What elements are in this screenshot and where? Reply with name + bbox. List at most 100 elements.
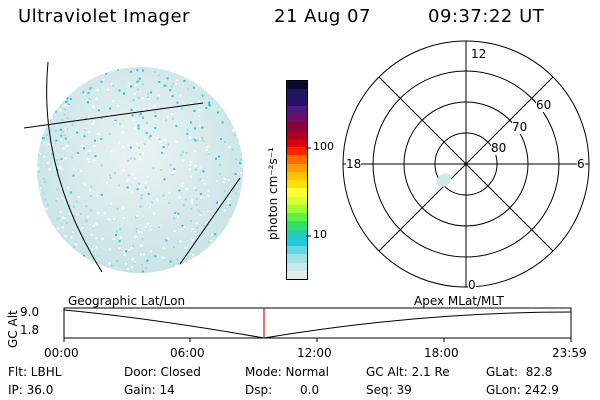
uv-speckle bbox=[183, 204, 186, 207]
uv-speckle bbox=[195, 197, 198, 200]
uv-speckle bbox=[119, 122, 121, 125]
uv-speckle bbox=[199, 167, 202, 170]
uv-speckle bbox=[154, 127, 157, 130]
uv-speckle bbox=[72, 215, 75, 217]
uv-speckle bbox=[109, 177, 112, 180]
uv-speckle bbox=[180, 228, 183, 231]
uv-speckle bbox=[114, 119, 117, 122]
uv-speckle bbox=[131, 114, 134, 117]
uv-speckle bbox=[55, 139, 58, 142]
uv-speckle bbox=[69, 191, 72, 194]
uv-speckle bbox=[133, 127, 136, 130]
uv-speckle bbox=[131, 173, 134, 176]
uv-speckle bbox=[88, 116, 91, 119]
uv-speckle bbox=[224, 190, 226, 193]
uv-speckle bbox=[166, 143, 169, 146]
uv-speckle bbox=[60, 134, 63, 137]
uv-speckle bbox=[139, 253, 142, 256]
uv-speckle bbox=[43, 142, 45, 145]
uv-speckle bbox=[179, 94, 182, 97]
uv-speckle bbox=[181, 224, 184, 227]
uv-speckle bbox=[100, 137, 103, 140]
uv-speckle bbox=[67, 104, 70, 107]
colorbar-cell bbox=[287, 262, 307, 271]
uv-speckle bbox=[42, 192, 45, 195]
uv-speckle bbox=[178, 189, 181, 192]
uv-speckle bbox=[144, 186, 147, 189]
uv-speckle bbox=[127, 268, 129, 271]
uv-speckle bbox=[150, 91, 152, 94]
uv-speckle bbox=[59, 165, 62, 168]
uv-speckle bbox=[83, 135, 86, 138]
uv-speckle bbox=[133, 262, 136, 265]
uv-speckle bbox=[118, 240, 121, 243]
uv-speckle bbox=[150, 250, 152, 253]
uv-speckle bbox=[175, 264, 178, 267]
uv-speckle bbox=[227, 179, 230, 181]
uv-speckle bbox=[91, 122, 94, 125]
uv-speckle bbox=[178, 196, 181, 199]
uv-speckle bbox=[97, 133, 100, 136]
uv-speckle bbox=[162, 246, 165, 249]
uv-speckle bbox=[190, 102, 193, 105]
uv-speckle bbox=[217, 111, 219, 114]
uv-speckle bbox=[194, 127, 197, 130]
uv-speckle bbox=[118, 141, 121, 144]
uv-speckle bbox=[201, 179, 204, 182]
uv-speckle bbox=[194, 139, 197, 142]
uv-speckle bbox=[74, 240, 77, 243]
uv-speckle bbox=[177, 212, 180, 215]
uv-speckle bbox=[135, 215, 138, 217]
uv-speckle bbox=[186, 132, 189, 135]
uv-speckle bbox=[122, 216, 125, 219]
uv-speckle bbox=[138, 114, 141, 117]
colorbar-ticks bbox=[306, 147, 311, 237]
uv-speckle bbox=[93, 158, 95, 161]
uv-speckle bbox=[76, 131, 79, 134]
uv-speckle bbox=[63, 134, 66, 136]
uv-speckle bbox=[191, 228, 194, 231]
uv-speckle bbox=[206, 145, 209, 148]
uv-speckle bbox=[152, 127, 155, 130]
uv-speckle bbox=[176, 258, 179, 261]
dsp-value: 0.0 bbox=[300, 383, 320, 397]
uv-speckle bbox=[199, 213, 202, 216]
uv-speckle bbox=[132, 118, 135, 121]
uv-speckle bbox=[185, 152, 188, 154]
uv-speckle bbox=[43, 177, 45, 180]
uv-speckle bbox=[162, 194, 165, 197]
uv-speckle bbox=[207, 194, 210, 197]
uv-speckle bbox=[114, 121, 117, 123]
uv-speckle bbox=[164, 138, 167, 141]
uv-speckle bbox=[160, 106, 163, 109]
uv-speckle bbox=[158, 226, 161, 228]
uv-speckle bbox=[116, 260, 119, 263]
uv-speckle bbox=[190, 208, 193, 210]
uv-speckle bbox=[232, 189, 235, 192]
uv-speckle bbox=[116, 207, 119, 210]
uv-speckle bbox=[154, 255, 157, 258]
uv-speckle bbox=[200, 196, 203, 199]
uv-speckle bbox=[85, 117, 88, 120]
uv-speckle bbox=[44, 198, 47, 201]
uv-speckle bbox=[125, 263, 127, 266]
colorbar-tick-10: 10 bbox=[313, 228, 327, 241]
uv-speckle bbox=[57, 227, 60, 230]
uv-speckle bbox=[139, 205, 142, 208]
uv-speckle bbox=[198, 115, 201, 117]
uv-speckle bbox=[199, 212, 202, 215]
uv-speckle bbox=[131, 258, 134, 261]
colorbar-cell bbox=[287, 229, 307, 238]
uv-speckle bbox=[101, 79, 104, 81]
uv-speckle bbox=[139, 184, 142, 187]
uv-speckle bbox=[90, 209, 93, 212]
uv-speckle bbox=[158, 224, 161, 227]
uv-speckle bbox=[95, 246, 97, 249]
uv-speckle bbox=[166, 238, 169, 241]
uv-speckle bbox=[221, 121, 224, 124]
colorbar-cell bbox=[287, 270, 307, 279]
uv-speckle bbox=[133, 157, 136, 160]
colorbar-cell bbox=[287, 89, 307, 98]
